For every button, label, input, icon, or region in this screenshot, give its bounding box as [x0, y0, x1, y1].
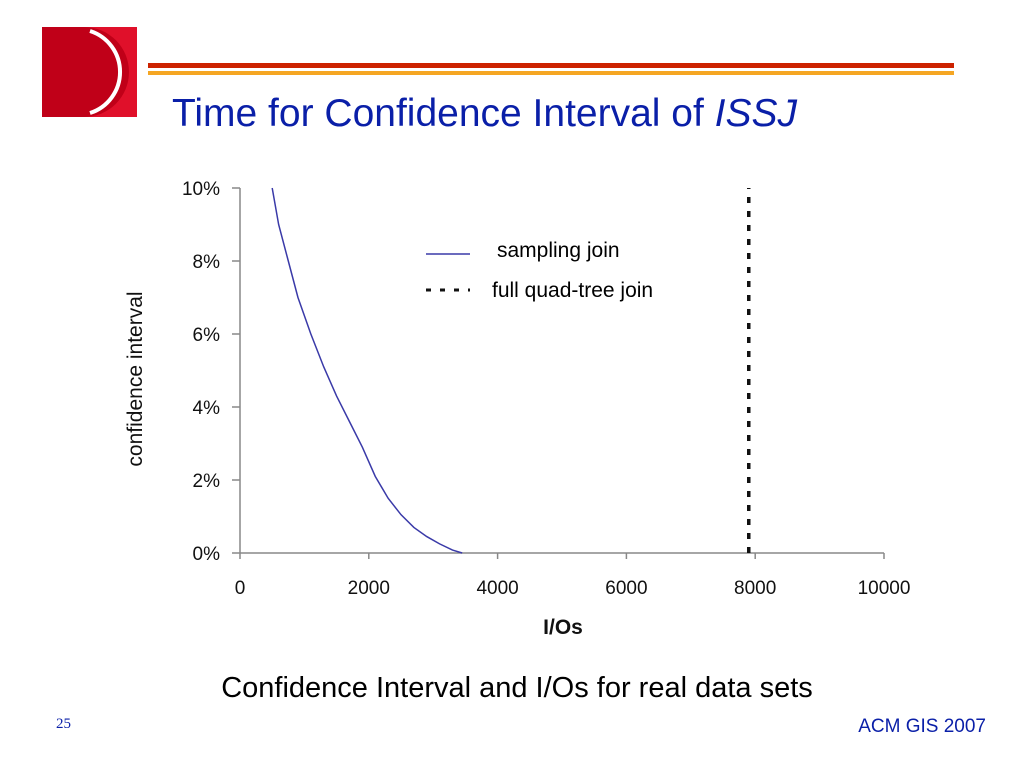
y-tick-label: 2%: [193, 471, 221, 492]
page-number: 25: [56, 716, 71, 732]
slide-title: Time for Confidence Interval of ISSJ: [172, 92, 797, 136]
x-tick-label: 0: [235, 578, 246, 599]
series-sampling-join-line: [271, 187, 463, 554]
x-axis-label: I/Os: [543, 616, 583, 639]
logo-dark-d: [42, 27, 129, 117]
chart-axes: [239, 188, 884, 554]
logo: [42, 27, 137, 117]
x-tick-label: 8000: [734, 578, 776, 599]
logo-white-arc: [89, 29, 123, 115]
header-rule-orange: [148, 71, 954, 75]
y-tick-label: 4%: [193, 398, 221, 419]
x-ticks: 0 2000 4000 6000 8000 10000: [235, 553, 911, 599]
slide-title-main: Time for Confidence Interval of: [172, 92, 715, 135]
footer-text: ACM GIS 2007: [858, 716, 986, 737]
y-tick-label: 6%: [193, 325, 221, 346]
y-axis-label: confidence interval: [124, 291, 147, 466]
y-ticks: 0% 2% 4% 6% 8% 10%: [182, 179, 240, 565]
slide-caption: Confidence Interval and I/Os for real da…: [221, 672, 813, 704]
legend: sampling join full quad-tree join: [426, 239, 653, 302]
x-tick-label: 6000: [605, 578, 647, 599]
x-tick-label: 2000: [348, 578, 390, 599]
series-layer: [271, 187, 751, 554]
y-tick-label: 0%: [193, 544, 221, 565]
x-tick-label: 10000: [858, 578, 911, 599]
x-tick-label: 4000: [476, 578, 518, 599]
y-tick-label: 10%: [182, 179, 220, 200]
legend-label-sampling-join: sampling join: [497, 239, 620, 262]
y-tick-label: 8%: [193, 252, 221, 273]
legend-label-full-quad-tree-join: full quad-tree join: [492, 279, 653, 302]
header-rule-red: [148, 63, 954, 68]
slide-title-italic: ISSJ: [714, 92, 798, 135]
